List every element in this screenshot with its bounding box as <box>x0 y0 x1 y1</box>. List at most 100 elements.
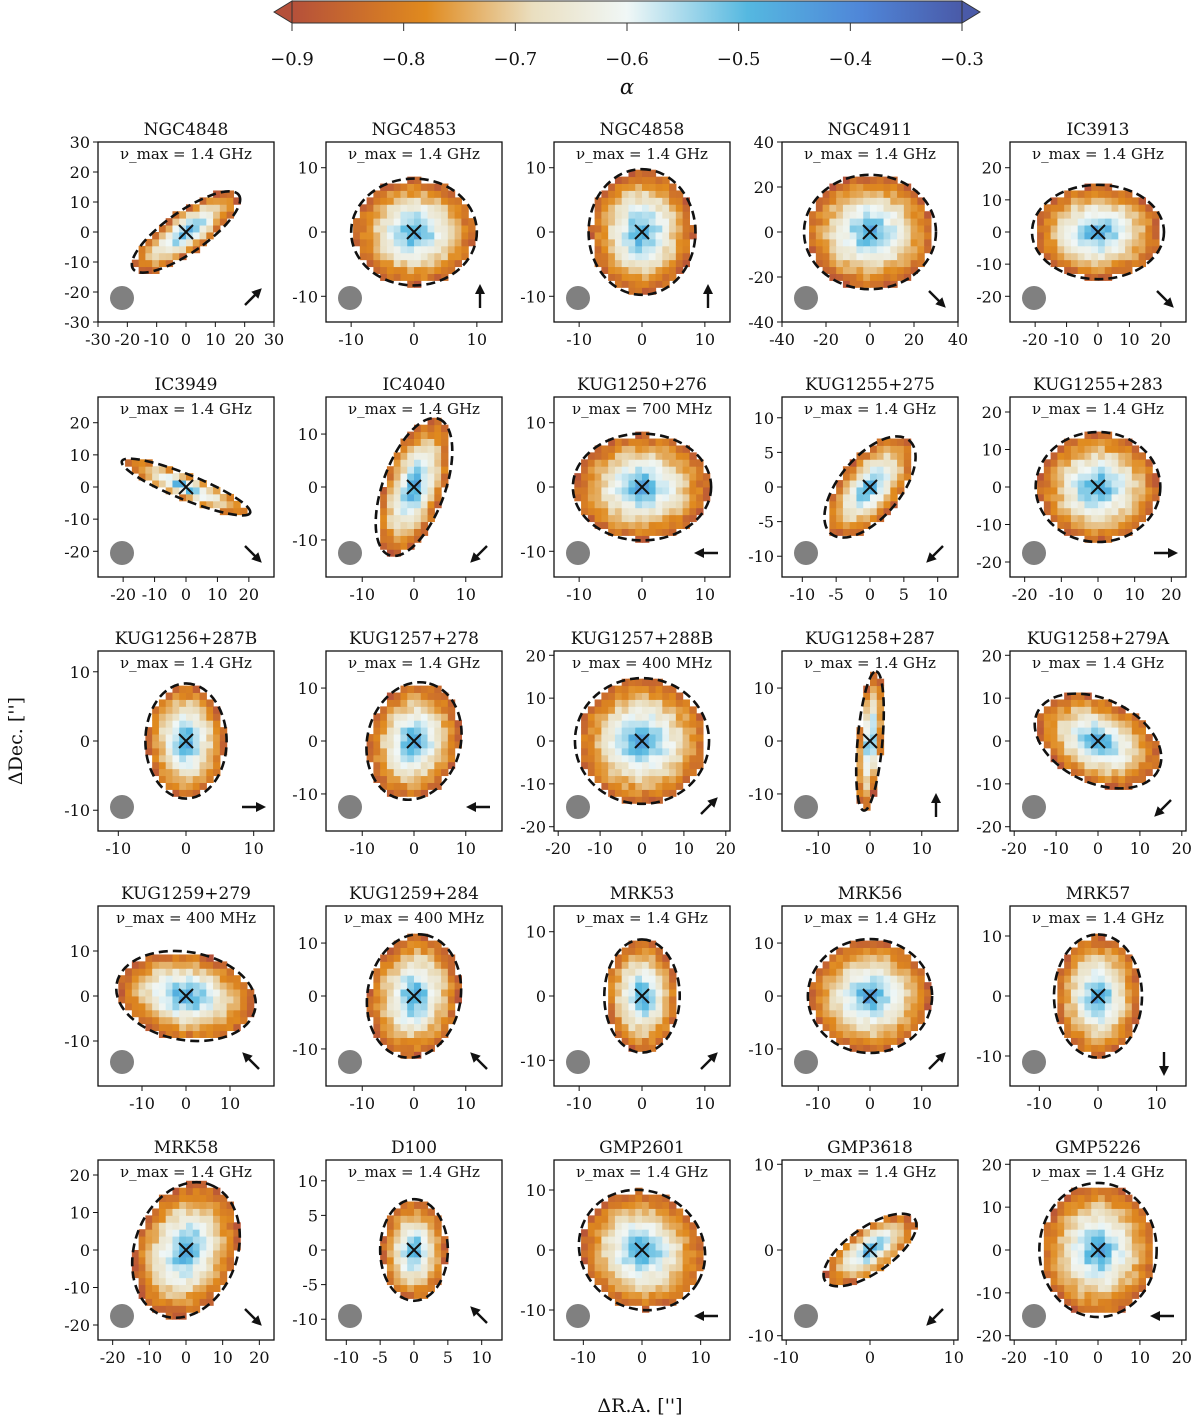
map-pixel <box>1104 259 1113 268</box>
beam-circle <box>1022 1050 1046 1074</box>
map-pixel <box>1098 1009 1106 1018</box>
map-pixel <box>1118 1208 1126 1216</box>
map-pixel <box>669 1201 677 1209</box>
map-pixel <box>621 947 630 955</box>
map-pixel <box>1043 232 1052 240</box>
map-pixel <box>192 1016 201 1025</box>
map-pixel <box>662 438 670 446</box>
map-pixel <box>621 445 630 453</box>
map-pixel <box>628 1222 636 1230</box>
motion-arrow-head <box>935 297 946 308</box>
map-pixel <box>1077 1215 1086 1223</box>
spectral-map <box>366 685 462 797</box>
map-pixel <box>662 1030 670 1038</box>
map-pixel <box>829 1002 837 1011</box>
map-pixel <box>662 982 670 990</box>
map-pixel <box>642 727 650 735</box>
map-pixel <box>206 1208 214 1216</box>
map-pixel <box>441 431 449 439</box>
map-pixel <box>359 252 368 261</box>
map-pixel <box>386 954 395 962</box>
map-pixel <box>420 232 429 240</box>
map-pixel <box>876 678 885 687</box>
map-pixel <box>903 445 912 453</box>
map-pixel <box>420 975 429 983</box>
map-pixel <box>434 473 442 481</box>
map-pixel <box>648 747 657 756</box>
map-pixel <box>883 1044 891 1052</box>
map-pixel <box>621 225 630 233</box>
map-pixel <box>1077 1187 1086 1196</box>
map-pixel <box>635 507 643 516</box>
map-pixel <box>608 238 616 247</box>
x-tick-label: -20 <box>1012 585 1038 604</box>
map-pixel <box>152 1236 160 1244</box>
map-pixel <box>829 507 837 516</box>
map-pixel <box>594 500 602 509</box>
map-pixel <box>614 452 623 460</box>
map-pixel <box>192 1009 201 1018</box>
x-tick-label: -10 <box>142 585 168 604</box>
map-pixel <box>427 1284 435 1292</box>
map-pixel <box>199 1236 207 1244</box>
map-pixel <box>910 204 918 212</box>
map-pixel <box>829 500 837 509</box>
colorbar-tick-label: −0.8 <box>382 49 426 70</box>
map-pixel <box>393 961 402 969</box>
map-pixel <box>910 211 918 219</box>
map-pixel <box>1050 459 1058 467</box>
map-pixel <box>608 1256 616 1265</box>
map-pixel <box>1111 445 1119 453</box>
map-pixel <box>407 280 415 288</box>
map-pixel <box>1091 947 1099 955</box>
map-pixel <box>601 232 609 240</box>
map-pixel <box>219 1256 228 1265</box>
map-pixel <box>427 500 435 509</box>
map-pixel <box>621 775 630 783</box>
map-pixel <box>380 273 388 281</box>
x-tick-label: -10 <box>333 1348 359 1367</box>
map-pixel <box>608 197 616 205</box>
map-pixel <box>863 466 871 474</box>
map-pixel <box>373 1030 381 1038</box>
map-pixel <box>1098 1051 1106 1059</box>
map-pixel <box>206 1222 214 1230</box>
map-pixel <box>849 480 858 488</box>
map-pixel <box>648 1208 657 1216</box>
map-pixel <box>870 1009 878 1018</box>
map-pixel <box>393 197 402 205</box>
map-pixel <box>386 259 395 268</box>
center-marker <box>178 479 194 495</box>
map-pixel <box>662 1215 670 1223</box>
map-pixel <box>655 528 663 536</box>
aperture-ellipse <box>1038 1181 1158 1319</box>
map-pixel <box>903 1030 912 1038</box>
map-pixel <box>199 1222 207 1230</box>
map-pixel <box>863 699 871 707</box>
map-pixel <box>696 734 704 742</box>
map-pixel <box>179 1222 187 1230</box>
map-pixel <box>1064 500 1072 509</box>
map-pixel <box>903 211 912 219</box>
map-pixel <box>655 961 663 969</box>
map-pixel <box>648 1243 657 1251</box>
map-pixel <box>138 252 146 261</box>
map-pixel <box>1064 1215 1072 1223</box>
map-pixel <box>138 1236 146 1244</box>
map-pixel <box>420 459 429 467</box>
map-pixel <box>1111 190 1119 198</box>
map-pixel <box>883 445 891 453</box>
map-pixel <box>648 1236 657 1244</box>
map-pixel <box>669 500 677 509</box>
map-pixel <box>1111 747 1119 756</box>
map-pixel <box>1070 713 1079 721</box>
map-pixel <box>1064 1194 1072 1202</box>
map-pixel <box>393 225 402 233</box>
y-tick-label: 30 <box>70 133 90 152</box>
map-pixel <box>1098 775 1106 783</box>
map-pixel <box>608 754 616 763</box>
map-pixel <box>1125 1291 1133 1299</box>
map-pixel <box>635 1236 643 1244</box>
map-pixel <box>642 514 650 523</box>
map-pixel <box>917 982 925 990</box>
